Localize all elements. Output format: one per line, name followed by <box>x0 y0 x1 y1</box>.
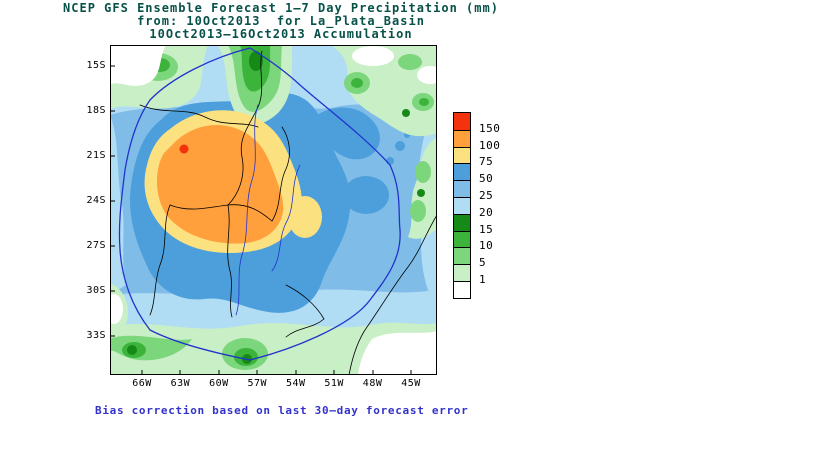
legend-label: 15 <box>479 222 494 236</box>
legend-cell <box>454 196 470 214</box>
lon-tick-label: 60W <box>209 378 229 389</box>
river-line <box>271 164 301 272</box>
lat-tick-label: 30S <box>86 285 106 296</box>
lon-tick-label: 48W <box>362 378 383 389</box>
legend-cell <box>454 213 470 231</box>
lat-tick-label: 18S <box>86 105 106 116</box>
lon-axis: 66W 63W 60W 57W 54W 51W 48W 45W <box>110 378 437 392</box>
lon-tick-label: 54W <box>285 378 306 389</box>
basin-outline <box>118 47 401 361</box>
map-figure <box>105 45 443 376</box>
legend-label: 50 <box>479 172 494 186</box>
river-line <box>235 104 259 316</box>
lon-tick-label: 66W <box>132 378 152 389</box>
legend-label: 25 <box>479 189 494 202</box>
map-frame <box>110 45 437 375</box>
lat-tick-label: 27S <box>86 240 106 251</box>
legend-label: 75 <box>479 155 494 169</box>
lon-tick-label: 63W <box>170 378 191 389</box>
title-line-2: from: 10Oct2013 for La_Plata_Basin <box>137 14 425 28</box>
legend-cell <box>454 180 470 197</box>
lon-tick-label: 45W <box>401 378 421 389</box>
legend-label: 20 <box>479 205 494 219</box>
map-svg <box>105 45 443 376</box>
lat-tick-label: 24S <box>86 195 106 206</box>
lat-tick-label: 21S <box>86 150 106 161</box>
title-line-1: NCEP GFS Ensemble Forecast 1–7 Day Preci… <box>63 1 499 15</box>
lat-tick-label: 15S <box>86 60 106 71</box>
legend-label: 10 <box>479 239 494 253</box>
coastline <box>348 214 438 376</box>
figure-title-block: NCEP GFS Ensemble Forecast 1–7 Day Preci… <box>31 2 531 41</box>
title-line-3: 10Oct2013–16Oct2013 Accumulation <box>149 27 413 41</box>
legend-labels: 150 100 75 50 25 20 15 10 5 1 <box>479 112 519 302</box>
legend-cell <box>454 113 470 130</box>
legend-cell <box>454 230 470 248</box>
bias-caption: Bias correction based on last 30–day for… <box>95 404 469 417</box>
precip-contours <box>105 45 443 375</box>
legend-label: 100 <box>479 138 501 152</box>
legend-label: 150 <box>479 121 501 135</box>
lat-tick-label: 33S <box>86 330 106 341</box>
lon-tick-label: 57W <box>247 378 268 389</box>
legend-cell <box>454 280 470 298</box>
legend-colorbar <box>453 112 471 299</box>
precip-max-core <box>179 144 189 154</box>
legend-cell <box>454 129 470 147</box>
legend-cell <box>454 247 470 265</box>
legend-cell <box>454 264 470 281</box>
lat-axis: 15S 18S 21S 24S 27S 30S 33S <box>82 45 106 375</box>
precip-fill-dark-green <box>249 51 263 71</box>
lon-tick-label: 51W <box>324 378 344 389</box>
legend-label: 1 <box>479 273 487 286</box>
political-borders <box>139 50 438 376</box>
legend: 150 100 75 50 25 20 15 10 5 1 <box>453 112 523 312</box>
precip-fill-orange <box>156 125 284 244</box>
legend-cell <box>454 146 470 164</box>
legend-cell <box>454 163 470 181</box>
legend-label: 5 <box>479 256 487 270</box>
